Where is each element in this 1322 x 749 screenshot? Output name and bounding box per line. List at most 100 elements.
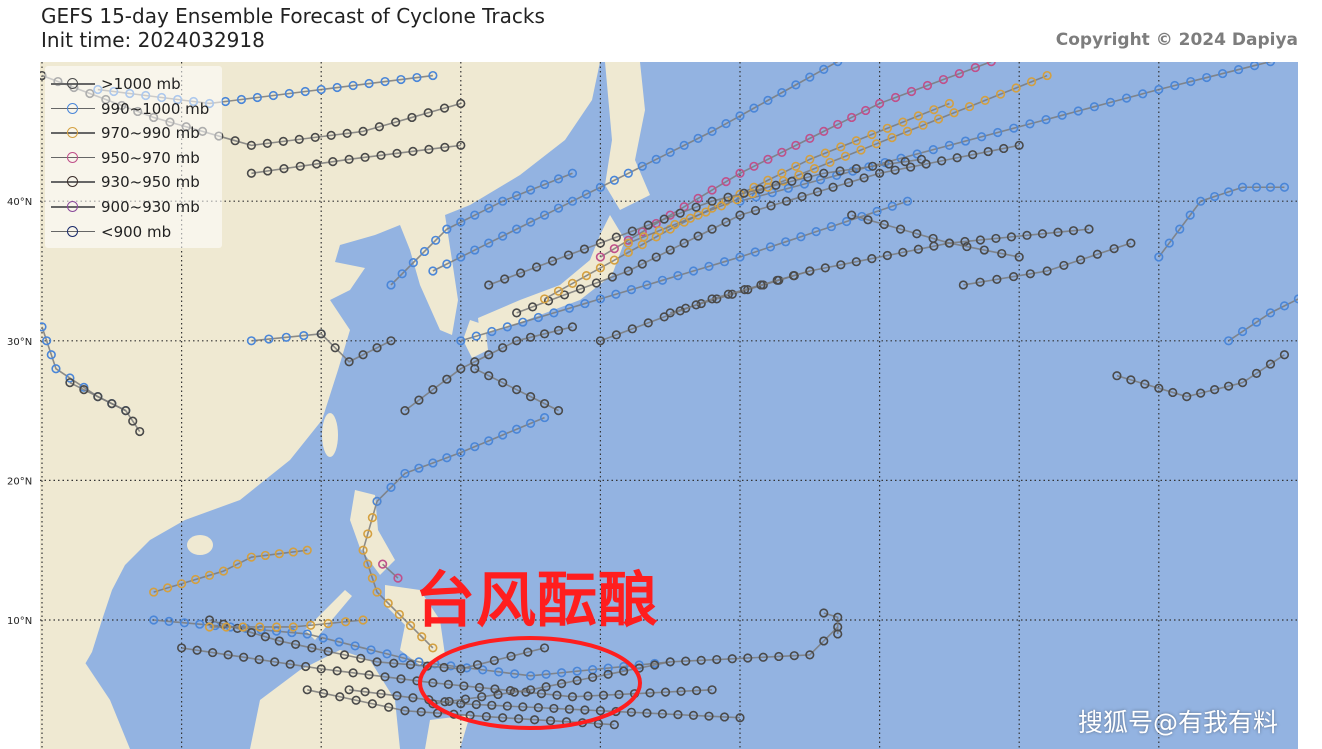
track-point-marker <box>595 238 606 248</box>
track-point-marker <box>1202 72 1212 83</box>
track-point-marker <box>564 303 574 313</box>
title-line-1: GEFS 15-day Ensemble Forecast of Cyclone… <box>41 4 545 28</box>
track-point-marker <box>484 436 494 446</box>
track-line <box>153 549 308 593</box>
track-point-marker <box>819 608 829 618</box>
track-point-marker <box>637 161 647 171</box>
track-point-marker <box>287 627 297 638</box>
track-point-marker <box>975 235 986 245</box>
track-point-marker <box>539 210 550 220</box>
track-point-marker <box>208 647 218 658</box>
track-point-marker <box>523 647 533 657</box>
track-point-marker <box>396 674 406 684</box>
track-point-marker <box>326 130 336 140</box>
track-point-marker <box>195 619 205 629</box>
track-point-marker <box>1196 196 1206 206</box>
track-point-marker <box>567 196 578 206</box>
track-line <box>362 501 434 649</box>
track-point-marker <box>456 252 466 262</box>
track-point-marker <box>868 161 878 171</box>
track-point-marker <box>405 660 416 670</box>
track-point-marker <box>318 633 328 643</box>
track-point-marker <box>567 322 578 332</box>
track-point-marker <box>906 86 917 97</box>
track-point-marker <box>264 334 274 344</box>
track-point-marker <box>861 105 871 116</box>
legend-item: 970~990 mb <box>45 121 200 145</box>
track-point-marker <box>872 206 882 216</box>
track-point-marker <box>563 250 574 260</box>
track-point-marker <box>408 693 418 703</box>
track-point-marker <box>1293 294 1298 304</box>
track-point-marker <box>627 226 637 236</box>
track-point-marker <box>898 117 908 127</box>
track-point-marker <box>1168 387 1178 398</box>
track-point-marker <box>960 136 971 146</box>
track-point-marker <box>805 650 815 660</box>
track-point-marker <box>525 185 536 195</box>
track-point-marker <box>400 706 410 716</box>
track-point-marker <box>595 263 606 273</box>
track-point-marker <box>681 656 691 666</box>
track-point-marker <box>1140 379 1150 389</box>
track-point-marker <box>763 154 773 164</box>
track-point-marker <box>660 687 671 697</box>
track-point-marker <box>471 331 481 341</box>
track-point-marker <box>938 74 949 85</box>
track-point-marker <box>721 217 731 227</box>
track-point-marker <box>1042 266 1052 276</box>
track-point-marker <box>316 84 326 95</box>
track-point-marker <box>428 678 438 688</box>
track-point-marker <box>707 196 717 206</box>
legend-label: <900 mb <box>101 222 172 241</box>
legend-item: 900~930 mb <box>45 195 200 219</box>
track-point-marker <box>704 261 714 271</box>
track-point-marker <box>1092 249 1102 259</box>
land-luzon <box>350 490 395 575</box>
track-point-marker <box>787 176 797 186</box>
track-point-marker <box>335 692 345 702</box>
track-point-marker <box>380 672 390 682</box>
track-point-marker <box>372 496 382 506</box>
track-point-marker <box>756 280 766 290</box>
track-point-marker <box>456 217 466 227</box>
track-point-marker <box>484 350 494 360</box>
track-point-marker <box>836 260 846 270</box>
track-point-marker <box>358 615 368 625</box>
track-point-marker <box>428 699 438 709</box>
track-point-marker <box>107 399 117 409</box>
track-point-marker <box>179 618 189 628</box>
track-point-marker <box>719 712 730 722</box>
track-point-marker <box>937 156 947 166</box>
track-point-marker <box>177 579 187 589</box>
track-point-marker <box>316 329 326 339</box>
track-point-marker <box>376 150 386 160</box>
track-point-marker <box>372 587 382 597</box>
track-point-marker <box>884 159 894 169</box>
track-point-marker <box>364 78 374 89</box>
track-point-marker <box>389 658 399 668</box>
track-point-marker <box>986 62 996 67</box>
track-point-marker <box>539 179 550 190</box>
track-point-marker <box>252 92 262 103</box>
track-point-marker <box>358 545 368 555</box>
track-point-marker <box>642 280 652 290</box>
track-point-marker <box>1210 385 1220 395</box>
track-point-marker <box>691 300 701 310</box>
track-point-marker <box>847 210 857 220</box>
track-point-marker <box>1265 359 1276 369</box>
track-point-marker <box>1009 123 1019 133</box>
track-point-marker <box>294 134 304 144</box>
track-point-marker <box>498 343 508 353</box>
track-point-marker <box>121 406 131 416</box>
track-point-marker <box>819 126 829 136</box>
track-point-marker <box>502 701 512 711</box>
track-point-marker <box>803 172 813 182</box>
track-point-marker <box>727 654 737 664</box>
track-point-marker <box>396 74 406 85</box>
land-honshu <box>478 215 625 335</box>
track-point-marker <box>755 184 765 194</box>
legend-marker-icon <box>45 97 101 121</box>
track-point-marker <box>735 168 745 178</box>
track-point-marker <box>514 714 524 724</box>
